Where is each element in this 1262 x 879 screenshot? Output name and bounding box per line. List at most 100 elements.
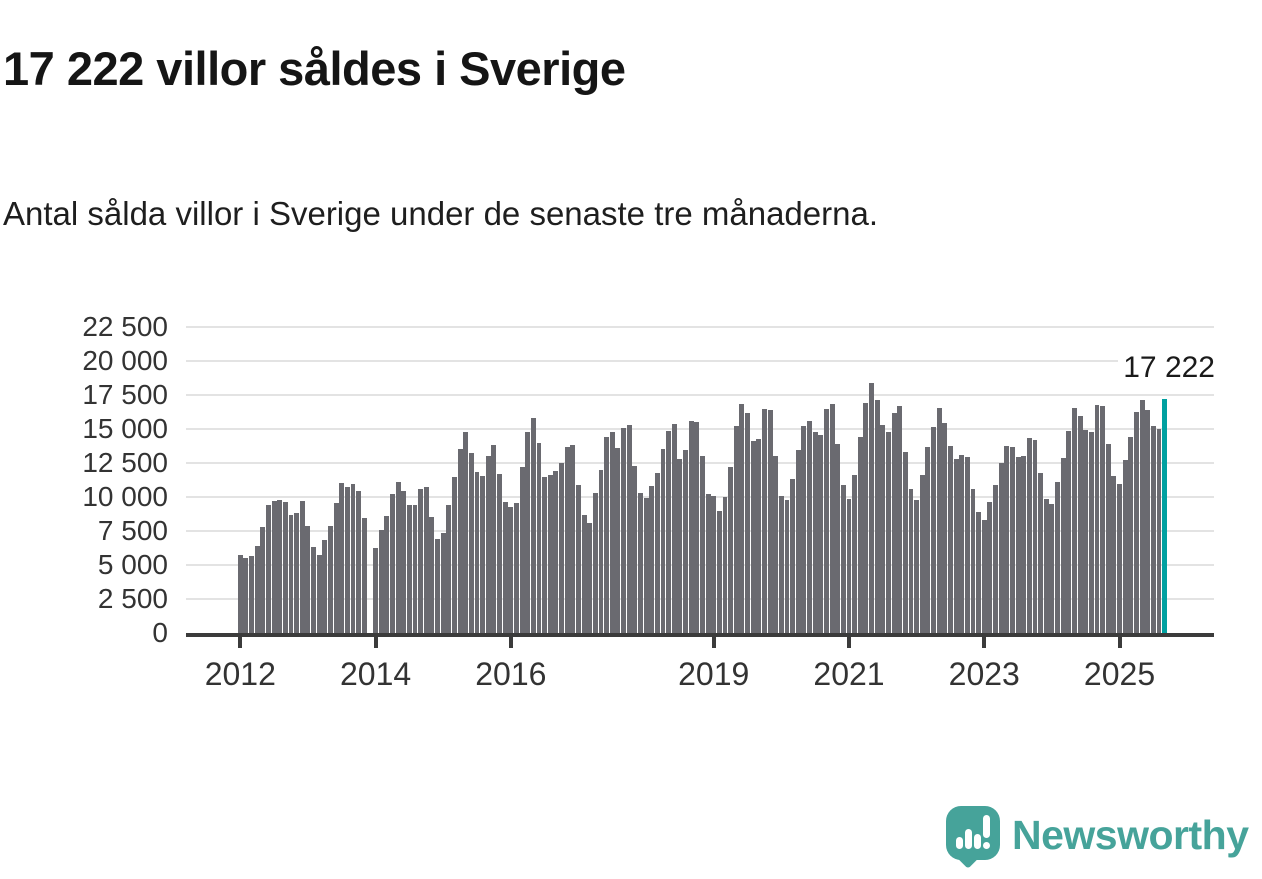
bar: [1094, 404, 1100, 633]
bar: [745, 413, 750, 633]
y-tick-label: 20 000: [82, 344, 168, 376]
bar: [632, 466, 638, 633]
bar: [947, 445, 953, 633]
bar: [643, 497, 649, 633]
bar: [852, 475, 858, 633]
x-tick-mark: [373, 637, 378, 648]
bar: [237, 555, 243, 633]
bar: [801, 425, 807, 633]
bar: [282, 502, 288, 633]
x-tick-mark: [711, 637, 716, 648]
x-tick-label: 2023: [948, 656, 1020, 692]
bar: [1105, 444, 1111, 633]
bar: [1077, 415, 1083, 633]
bar: [525, 431, 531, 633]
bar: [570, 445, 576, 633]
bar: [299, 500, 305, 633]
y-tick-label: 10 000: [82, 480, 168, 512]
bar: [418, 489, 424, 633]
bar: [519, 467, 525, 633]
bar: [1111, 476, 1117, 633]
x-tick-mark: [1117, 637, 1122, 648]
y-tick-label: 5 000: [97, 548, 168, 580]
x-tick-mark: [982, 637, 987, 648]
bar: [677, 458, 683, 633]
bar: [885, 431, 891, 633]
bar: [683, 449, 688, 633]
y-tick-label: 2 500: [97, 582, 168, 614]
bar: [998, 462, 1004, 633]
bar: [576, 485, 581, 633]
bar: [581, 514, 587, 633]
bar: [361, 517, 367, 633]
bar: [344, 486, 350, 633]
bar: [1032, 439, 1038, 633]
bar: [559, 462, 564, 633]
bar: [485, 456, 491, 633]
newsworthy-logo: Newsworthy: [946, 806, 1258, 869]
bar: [609, 431, 615, 633]
page-subtitle: Antal sålda villor i Sverige under de se…: [3, 195, 878, 232]
bar: [716, 511, 722, 633]
bar: [395, 482, 401, 633]
bar: [401, 491, 407, 633]
bar: [373, 548, 378, 633]
bar: [756, 438, 762, 633]
bar: [1026, 437, 1032, 633]
bar: [463, 431, 469, 633]
bar: [328, 526, 333, 633]
bar: [649, 485, 655, 633]
bar: [598, 470, 604, 633]
bar: [423, 486, 429, 633]
bar: [823, 409, 829, 633]
bar: [936, 408, 942, 633]
bar: [621, 428, 626, 633]
x-tick-label: 2019: [678, 656, 750, 692]
bar: [1071, 408, 1077, 633]
bar: [784, 500, 790, 633]
bar: [440, 533, 446, 633]
logo-chart-bar-icon: [965, 829, 972, 849]
bar: [497, 474, 502, 633]
bar: [1156, 429, 1162, 633]
y-tick-label: 0: [152, 616, 168, 648]
bar: [1066, 431, 1072, 633]
x-tick-mark: [508, 637, 513, 648]
bar: [993, 485, 998, 633]
bar: [384, 515, 390, 633]
x-tick-label: 2025: [1083, 656, 1156, 692]
brand-name: Newsworthy: [1012, 812, 1249, 858]
bar: [767, 409, 773, 633]
logo-chart-bar-icon: [956, 837, 963, 849]
bar: [666, 430, 672, 633]
bar: [705, 493, 711, 633]
speech-bubble-icon: [946, 806, 1000, 860]
bar: [694, 422, 700, 633]
bar: [1150, 425, 1156, 633]
bar: [722, 497, 728, 633]
bar: [1139, 400, 1145, 633]
bar: [1117, 484, 1122, 633]
bar: [615, 448, 621, 633]
bar: [350, 484, 356, 633]
bar: [953, 459, 959, 633]
bar: [711, 495, 717, 633]
bar: [835, 443, 841, 633]
bar: [869, 383, 874, 633]
bar: [322, 539, 328, 633]
bar: [536, 443, 542, 633]
bar: [502, 501, 508, 633]
bar: [468, 452, 474, 633]
bar: [846, 498, 852, 633]
logo-exclamation-dot-icon: [983, 842, 990, 849]
x-tick-label: 2021: [813, 656, 885, 692]
bar: [1122, 459, 1128, 633]
bar: [840, 484, 846, 633]
bar: [542, 477, 548, 633]
x-tick-mark: [238, 637, 243, 648]
bar: [981, 519, 987, 633]
gridline: [186, 394, 1214, 396]
bar: [807, 420, 812, 633]
bar: [880, 424, 886, 633]
bar: [1004, 446, 1010, 633]
